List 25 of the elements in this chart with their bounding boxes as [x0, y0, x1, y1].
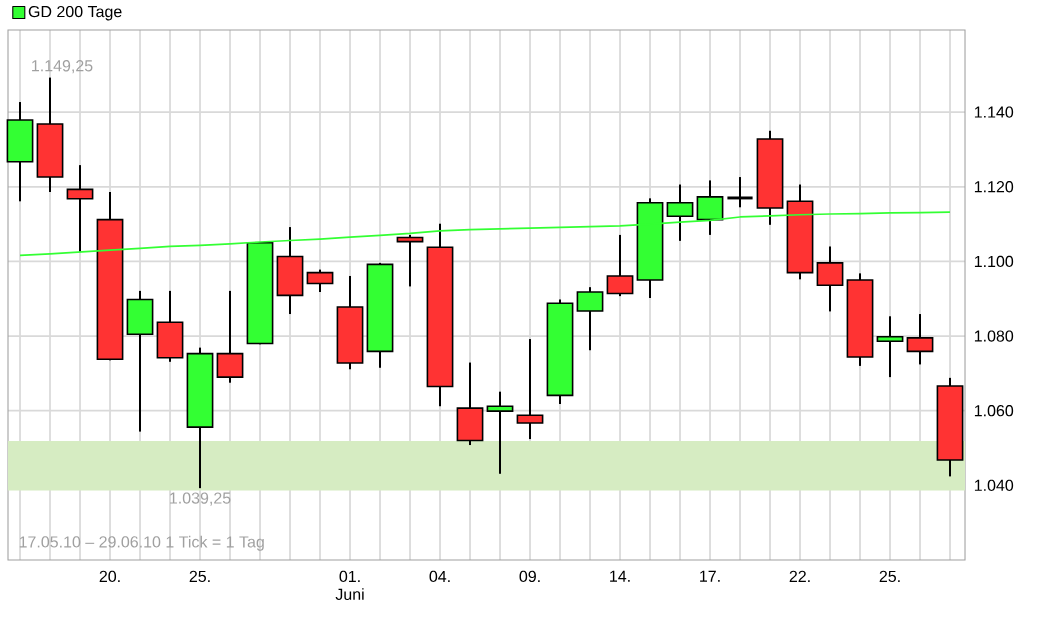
candlestick: [516, 338, 544, 441]
x-tick-label: 20.: [99, 570, 120, 583]
legend-label: GD 200 Tage: [28, 5, 122, 21]
x-tick-label: 25.: [189, 570, 210, 583]
candlestick: [725, 176, 755, 209]
candlestick: [876, 315, 904, 379]
x-tick-label: 01.: [339, 570, 360, 583]
x-tick-label: 09.: [519, 570, 540, 583]
x-tick-label: 22.: [789, 570, 810, 582]
x-tick-label: 14.: [610, 570, 630, 582]
y-tick-label: 1.140: [974, 106, 1014, 118]
annotation: 17.05.10 – 29.06.10 1 Tick = 1 Tag: [19, 535, 264, 551]
x-tick-label: 17.: [700, 570, 720, 582]
x-tick-label: 25.: [879, 570, 900, 583]
text: Juni: [335, 588, 364, 601]
annotation: 1.149,25: [32, 60, 93, 74]
y-tick-label: 1.080: [974, 330, 1014, 342]
candlestick: [66, 164, 94, 253]
y-tick-label: 1.060: [974, 405, 1014, 417]
y-tick-label: 1.100: [974, 255, 1014, 268]
y-tick-label: 1.120: [974, 181, 1014, 193]
x-tick-label: 04.: [429, 570, 450, 583]
candlestick: [486, 390, 514, 475]
y-tick-label: 1.040: [974, 479, 1014, 491]
annotation: 1.039,25: [170, 492, 231, 506]
